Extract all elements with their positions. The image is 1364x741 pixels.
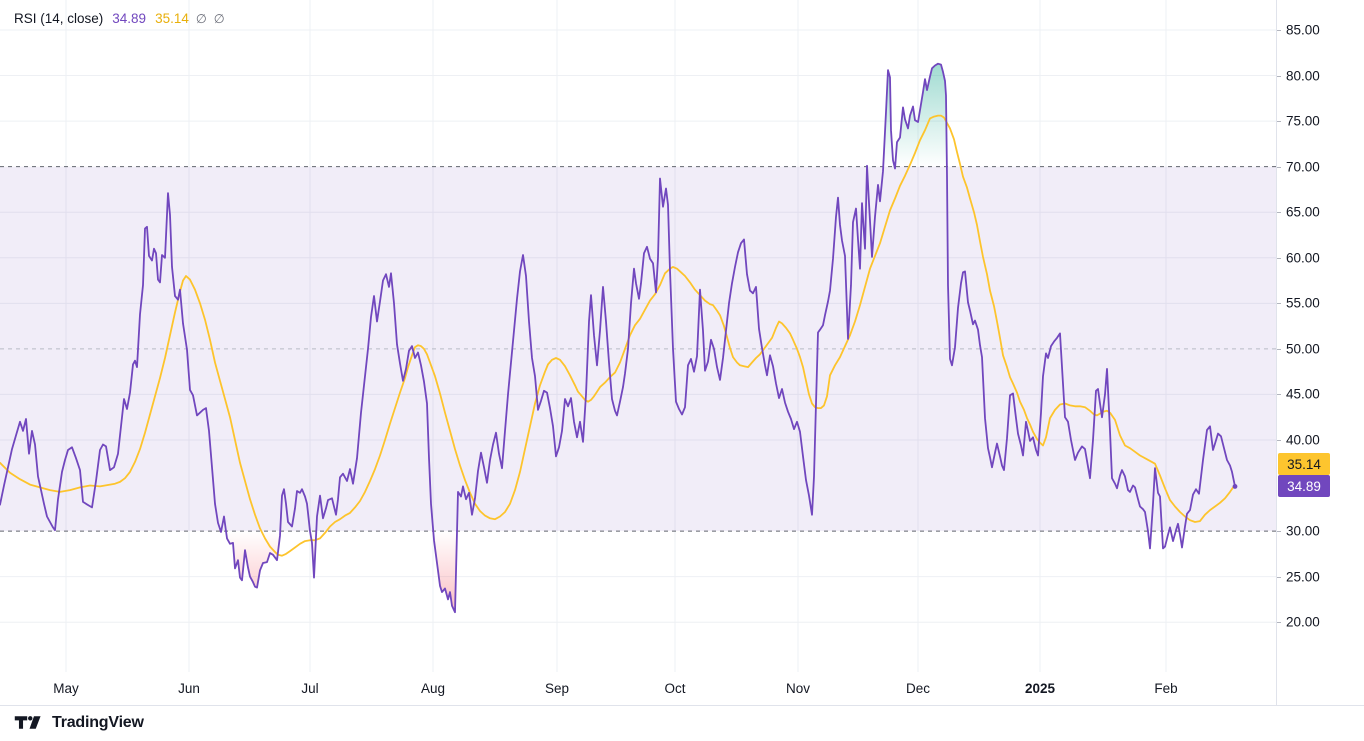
time-tick-dec: Dec	[905, 681, 931, 696]
rsi-band	[0, 166, 1276, 532]
price-tick: 60.00	[1286, 250, 1320, 266]
rsi-plot-pane[interactable]	[0, 0, 1276, 705]
indicator-title[interactable]: RSI (14, close)	[14, 11, 104, 26]
tradingview-logo-icon	[14, 716, 41, 729]
price-tick: 40.00	[1286, 432, 1320, 448]
price-tick: 45.00	[1286, 386, 1320, 402]
axis-tick-mark	[1277, 394, 1281, 396]
indicator-header: RSI (14, close) 34.89 35.14 ∅ ∅	[14, 11, 225, 26]
oversold-fill	[433, 531, 457, 613]
ma-line	[0, 114, 1236, 557]
axis-tick-mark	[1277, 30, 1281, 31]
price-tick: 50.00	[1286, 341, 1320, 357]
price-axis[interactable]: 85.00 80.00 75.00 70.00 65.00 60.00 55.00 50.00…	[1276, 0, 1364, 705]
time-tick-2025: 2025	[1024, 681, 1056, 696]
tradingview-logo-text: TradingView	[52, 713, 144, 731]
empty-set-icon: ∅	[213, 12, 225, 26]
indicator-rsi-value: 34.89	[112, 11, 147, 26]
price-tick: 85.00	[1286, 22, 1320, 38]
price-tick: 30.00	[1286, 523, 1320, 539]
axis-tick-mark	[1277, 166, 1281, 168]
overbought-fill	[895, 63, 947, 167]
price-tick: 80.00	[1286, 68, 1320, 84]
time-tick-nov: Nov	[785, 681, 811, 696]
indicator-ma-value: 35.14	[155, 11, 189, 26]
axis-tick-mark	[1277, 212, 1281, 214]
time-tick-feb: Feb	[1154, 681, 1178, 696]
empty-set-icon: ∅	[195, 12, 207, 26]
price-tick: 20.00	[1286, 614, 1320, 630]
price-tick: 65.00	[1286, 204, 1320, 220]
time-tick-jun: Jun	[178, 681, 200, 696]
axis-tick-mark	[1277, 576, 1281, 578]
axis-tick-mark	[1277, 257, 1281, 259]
tradingview-logo[interactable]: TradingView	[13, 713, 144, 732]
time-tick-may: May	[53, 681, 79, 696]
price-tick: 75.00	[1286, 113, 1320, 129]
rsi-line	[0, 62, 1236, 614]
time-tick-oct: Oct	[664, 681, 686, 696]
time-tick-jul: Jul	[301, 681, 319, 696]
axis-tick-mark	[1277, 348, 1281, 350]
time-tick-sep: Sep	[544, 681, 570, 696]
axis-tick-mark	[1277, 622, 1281, 624]
price-tick: 70.00	[1286, 159, 1320, 175]
time-tick-aug: Aug	[420, 681, 446, 696]
time-axis[interactable]: May Jun Jul Aug Sep Oct Nov Dec 2025 Feb	[0, 672, 1276, 705]
price-tick: 55.00	[1286, 295, 1320, 311]
ma-price-label: 35.14	[1278, 453, 1330, 475]
axis-tick-mark	[1277, 303, 1281, 305]
axis-tick-mark	[1277, 121, 1281, 123]
axis-tick-mark	[1277, 75, 1281, 77]
price-tick: 25.00	[1286, 569, 1320, 585]
axis-separator-line	[0, 705, 1364, 706]
rsi-price-label: 34.89	[1278, 475, 1330, 497]
axis-tick-mark	[1277, 439, 1281, 441]
rsi-last-point	[1232, 484, 1238, 489]
axis-tick-mark	[1277, 531, 1281, 533]
